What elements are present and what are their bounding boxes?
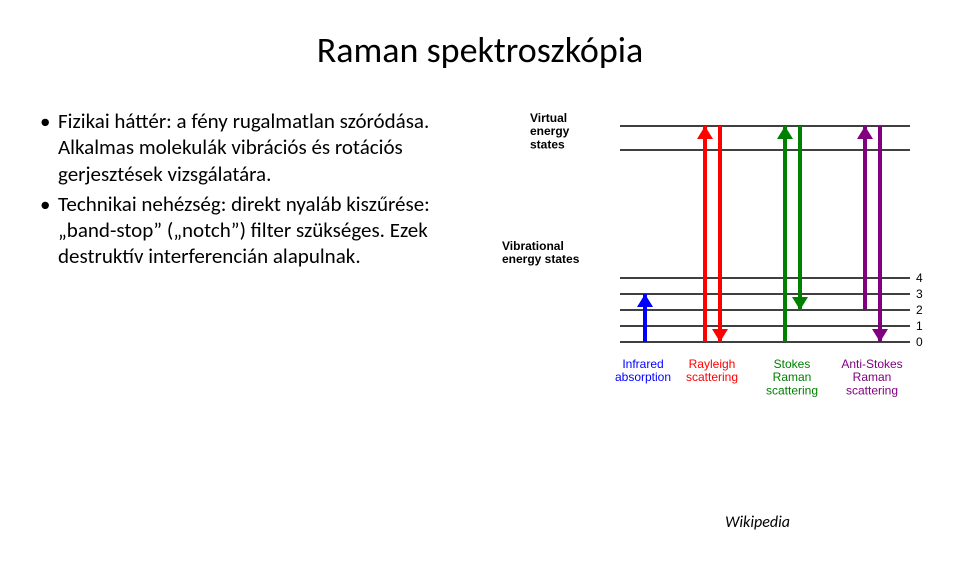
- svg-text:Anti-StokesRamanscattering: Anti-StokesRamanscattering: [841, 357, 902, 397]
- svg-text:Infraredabsorption: Infraredabsorption: [615, 357, 671, 384]
- svg-text:3: 3: [916, 287, 923, 301]
- svg-text:1: 1: [916, 319, 923, 333]
- page-title: Raman spektroszkópia: [0, 28, 960, 72]
- svg-text:Vibrationalenergy states: Vibrationalenergy states: [502, 239, 580, 266]
- diagram-column: 4 3 2 1 0 Virtualenergystates Vibrationalenerg…: [480, 108, 930, 408]
- raman-diagram-svg: 4 3 2 1 0 Virtualenergystates Vibrationalenerg…: [490, 108, 930, 408]
- text-column: Fizikai háttér: a fény rugalmatlan szóró…: [40, 108, 480, 408]
- bullet-item: Technikai nehézség: direkt nyaláb kiszűr…: [40, 191, 480, 270]
- svg-text:0: 0: [916, 335, 923, 349]
- bullet-item: Fizikai háttér: a fény rugalmatlan szóró…: [40, 108, 480, 187]
- svg-text:4: 4: [916, 271, 923, 285]
- svg-text:Rayleighscattering: Rayleighscattering: [686, 357, 738, 384]
- bullet-list: Fizikai háttér: a fény rugalmatlan szóró…: [40, 108, 480, 270]
- svg-text:Virtualenergystates: Virtualenergystates: [530, 111, 570, 151]
- credit-text: Wikipedia: [725, 513, 790, 532]
- svg-text:2: 2: [916, 303, 923, 317]
- content-row: Fizikai háttér: a fény rugalmatlan szóró…: [0, 108, 960, 408]
- svg-text:StokesRamanscattering: StokesRamanscattering: [766, 357, 818, 397]
- raman-diagram: 4 3 2 1 0 Virtualenergystates Vibrationalenerg…: [490, 108, 930, 408]
